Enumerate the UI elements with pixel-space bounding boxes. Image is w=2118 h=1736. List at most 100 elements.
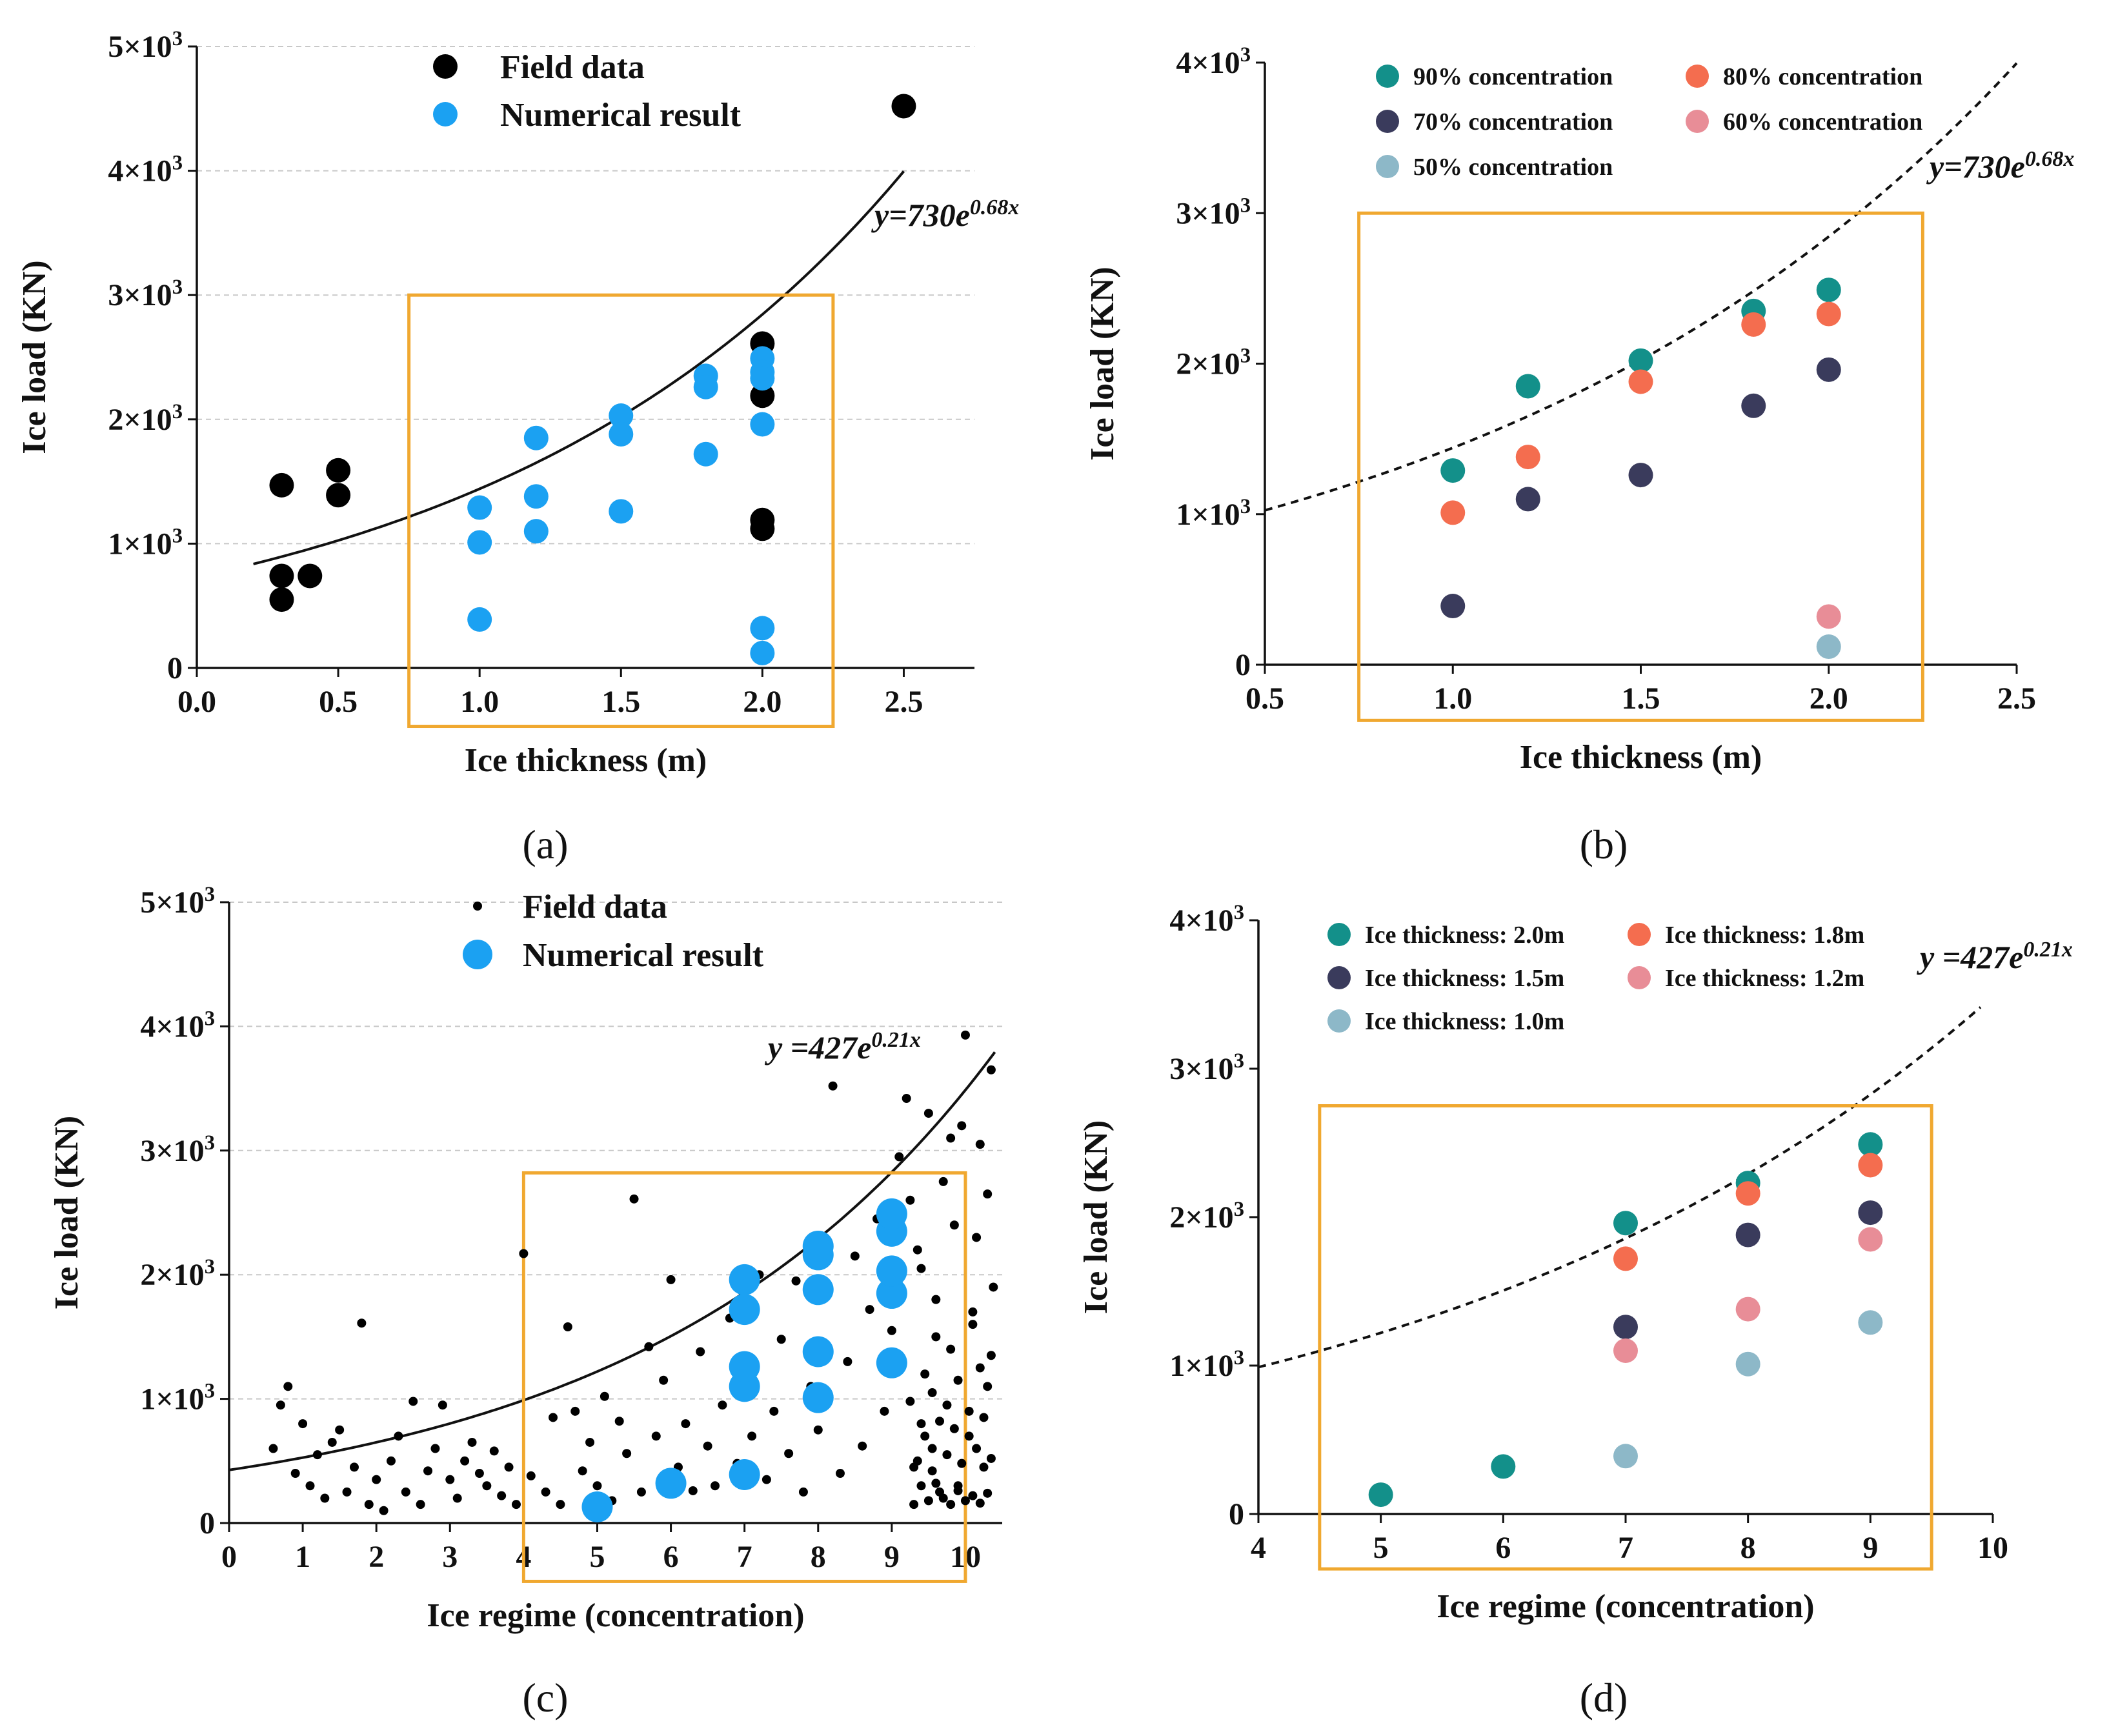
data-point (876, 1347, 907, 1378)
data-point (349, 1462, 359, 1472)
y-tick-label: 2×103 (108, 400, 183, 437)
data-point (283, 1382, 293, 1391)
data-point (975, 1363, 985, 1373)
x-tick-label: 1.0 (460, 685, 499, 719)
data-point (467, 1437, 477, 1447)
legend-marker (1327, 923, 1351, 946)
data-point (747, 1431, 757, 1441)
y-axis-label: Ice load (KN) (1078, 1120, 1114, 1314)
legend-marker (1686, 65, 1709, 88)
data-point (887, 1326, 896, 1335)
data-point (327, 1437, 337, 1447)
data-point (1816, 634, 1841, 660)
data-point (1816, 604, 1841, 629)
legend-marker (1376, 110, 1399, 133)
legend-label: Numerical result (500, 97, 741, 134)
data-point (703, 1441, 712, 1451)
data-point (511, 1500, 521, 1509)
y-tick-label: 1×103 (1169, 1346, 1244, 1383)
fit-equation: y =427e0.21x (1917, 938, 2073, 975)
data-point (835, 1469, 845, 1479)
data-point (938, 1493, 948, 1503)
x-tick-label: 7 (737, 1540, 752, 1574)
data-point (523, 519, 549, 544)
data-point (570, 1406, 580, 1416)
y-axis-label: Ice load (KN) (16, 260, 53, 454)
fit-curve (1264, 62, 2018, 512)
panel-a: 0 1×103 2×103 3×103 4×103 5×103 0.0 0.5 1.0 1.5 2.… (16, 27, 1019, 779)
x-tick-label: 8 (1740, 1531, 1756, 1565)
data-point (916, 1264, 926, 1273)
highlight-box (407, 293, 835, 729)
y-tick-label: 3×103 (1169, 1049, 1244, 1086)
data-point (497, 1491, 507, 1500)
data-point (269, 587, 294, 612)
legend-label: Numerical result (523, 937, 764, 974)
data-point (902, 1093, 911, 1103)
legend-label: Ice thickness: 1.8m (1665, 922, 1864, 949)
y-tick-label: 4×103 (1176, 43, 1251, 80)
y-tick-label: 4×103 (108, 152, 183, 188)
x-tick-label: 9 (1862, 1531, 1878, 1565)
data-point (372, 1475, 381, 1484)
subfigure-label-d: (d) (1580, 1675, 1628, 1721)
data-point (761, 1475, 771, 1484)
data-point (802, 1336, 834, 1368)
data-point (408, 1397, 418, 1406)
data-point (655, 1468, 687, 1499)
data-point (276, 1400, 285, 1410)
x-tick-label: 10 (1977, 1531, 2008, 1565)
data-point (335, 1425, 345, 1435)
y-tick-label: 1×103 (140, 1380, 215, 1417)
legend-label: 60% concentration (1723, 108, 1922, 136)
data-point (894, 1152, 904, 1162)
data-point (1613, 1444, 1638, 1469)
data-point (975, 1140, 985, 1149)
data-point (784, 1449, 794, 1458)
legend-label: Ice thickness: 1.2m (1665, 965, 1864, 992)
y-tick-label: 0 (167, 651, 183, 685)
data-point (920, 1431, 930, 1441)
data-point (693, 441, 718, 467)
legend-label: 70% concentration (1413, 108, 1613, 136)
y-tick-label: 4×103 (140, 1007, 215, 1044)
data-point (802, 1382, 834, 1413)
data-point (1613, 1338, 1638, 1363)
data-point (622, 1449, 632, 1458)
data-point (1816, 357, 1841, 382)
data-point (320, 1493, 330, 1503)
legend-label: 50% concentration (1413, 154, 1613, 181)
data-point (460, 1456, 470, 1466)
y-tick-label: 1×103 (1176, 495, 1251, 532)
data-point (290, 1469, 300, 1479)
data-point (1816, 278, 1841, 303)
data-point (693, 374, 718, 399)
data-point (750, 412, 775, 437)
data-point (504, 1462, 514, 1472)
legend-marker (433, 54, 458, 79)
x-tick-label: 8 (811, 1540, 826, 1574)
data-point (474, 1469, 484, 1479)
data-point (1515, 445, 1540, 470)
data-point (387, 1456, 396, 1466)
data-point (666, 1275, 676, 1284)
data-point (905, 1397, 915, 1406)
data-point (876, 1278, 907, 1309)
data-point (729, 1264, 760, 1295)
data-point (923, 1109, 933, 1118)
y-tick-label: 0 (1235, 648, 1251, 682)
data-point (923, 1496, 933, 1506)
data-point (953, 1375, 963, 1385)
data-point (585, 1437, 595, 1447)
data-point (916, 1419, 926, 1429)
x-tick-label: 2.0 (1810, 681, 1848, 716)
y-tick-label: 1×103 (108, 524, 183, 561)
data-point (957, 1458, 967, 1468)
x-axis-label: Ice regime (concentration) (427, 1597, 804, 1634)
data-point (913, 1456, 922, 1466)
data-point (718, 1400, 727, 1410)
data-point (268, 1444, 278, 1453)
legend-label: Ice thickness: 1.0m (1365, 1008, 1564, 1035)
data-point (927, 1388, 937, 1397)
